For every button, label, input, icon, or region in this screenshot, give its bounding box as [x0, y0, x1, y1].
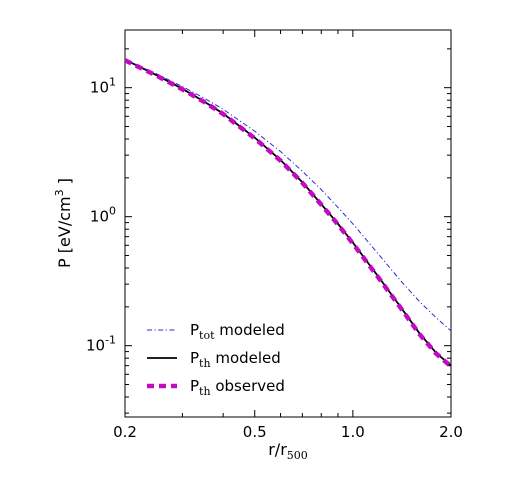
y-axis-label-sup: 3 — [53, 189, 66, 196]
x-tick-labels: 0.2 0.5 1.0 2.0 — [113, 423, 463, 441]
y-tick-exponent: 1 — [109, 76, 116, 89]
x-tick-label: 0.5 — [243, 423, 267, 441]
x-tick-label: 2.0 — [439, 423, 463, 441]
legend-label-main: P — [190, 349, 199, 367]
x-axis-label: r/r500 — [268, 440, 308, 462]
y-tick-exponent: -1 — [105, 334, 116, 347]
legend-label-sub: th — [199, 357, 211, 370]
y-tick-base: 10 — [90, 79, 109, 97]
series-line-solid — [125, 58, 451, 367]
legend-label: Pth modeled — [190, 349, 281, 370]
series-line-dashed — [125, 58, 451, 369]
legend-label: Ptot modeled — [190, 321, 285, 342]
legend-label-tail: modeled — [211, 349, 281, 367]
plot-frame — [124, 29, 452, 418]
legend-label-sub: tot — [199, 329, 215, 342]
y-tick-label: 100 — [90, 205, 116, 226]
y-tick-label: 101 — [90, 76, 116, 97]
y-tick-base: 10 — [86, 337, 105, 355]
legend-label-main: P — [190, 321, 199, 339]
series-line-dashdot — [125, 59, 451, 332]
x-tick-label: 0.2 — [113, 423, 137, 441]
x-tick-label: 1.0 — [341, 423, 365, 441]
y-axis-label-tail: ] — [55, 178, 74, 189]
x-axis-label-sub: 500 — [287, 449, 308, 462]
legend-label-sub: th — [199, 385, 211, 398]
y-tick-label: 10-1 — [86, 334, 116, 355]
series-layer — [125, 58, 451, 369]
y-axis-label-main: P [eV/cm — [55, 196, 74, 268]
legend-label: Pth observed — [190, 377, 285, 398]
x-axis-label-main: r/r — [268, 440, 287, 459]
y-tick-base: 10 — [90, 208, 109, 226]
y-axis-label: P [eV/cm3 ] — [53, 178, 74, 268]
y-tick-exponent: 0 — [109, 205, 116, 218]
legend-label-tail: observed — [211, 377, 285, 395]
legend-label-tail: modeled — [215, 321, 285, 339]
legend-label-main: P — [190, 377, 199, 395]
axis-ticks — [124, 30, 452, 417]
